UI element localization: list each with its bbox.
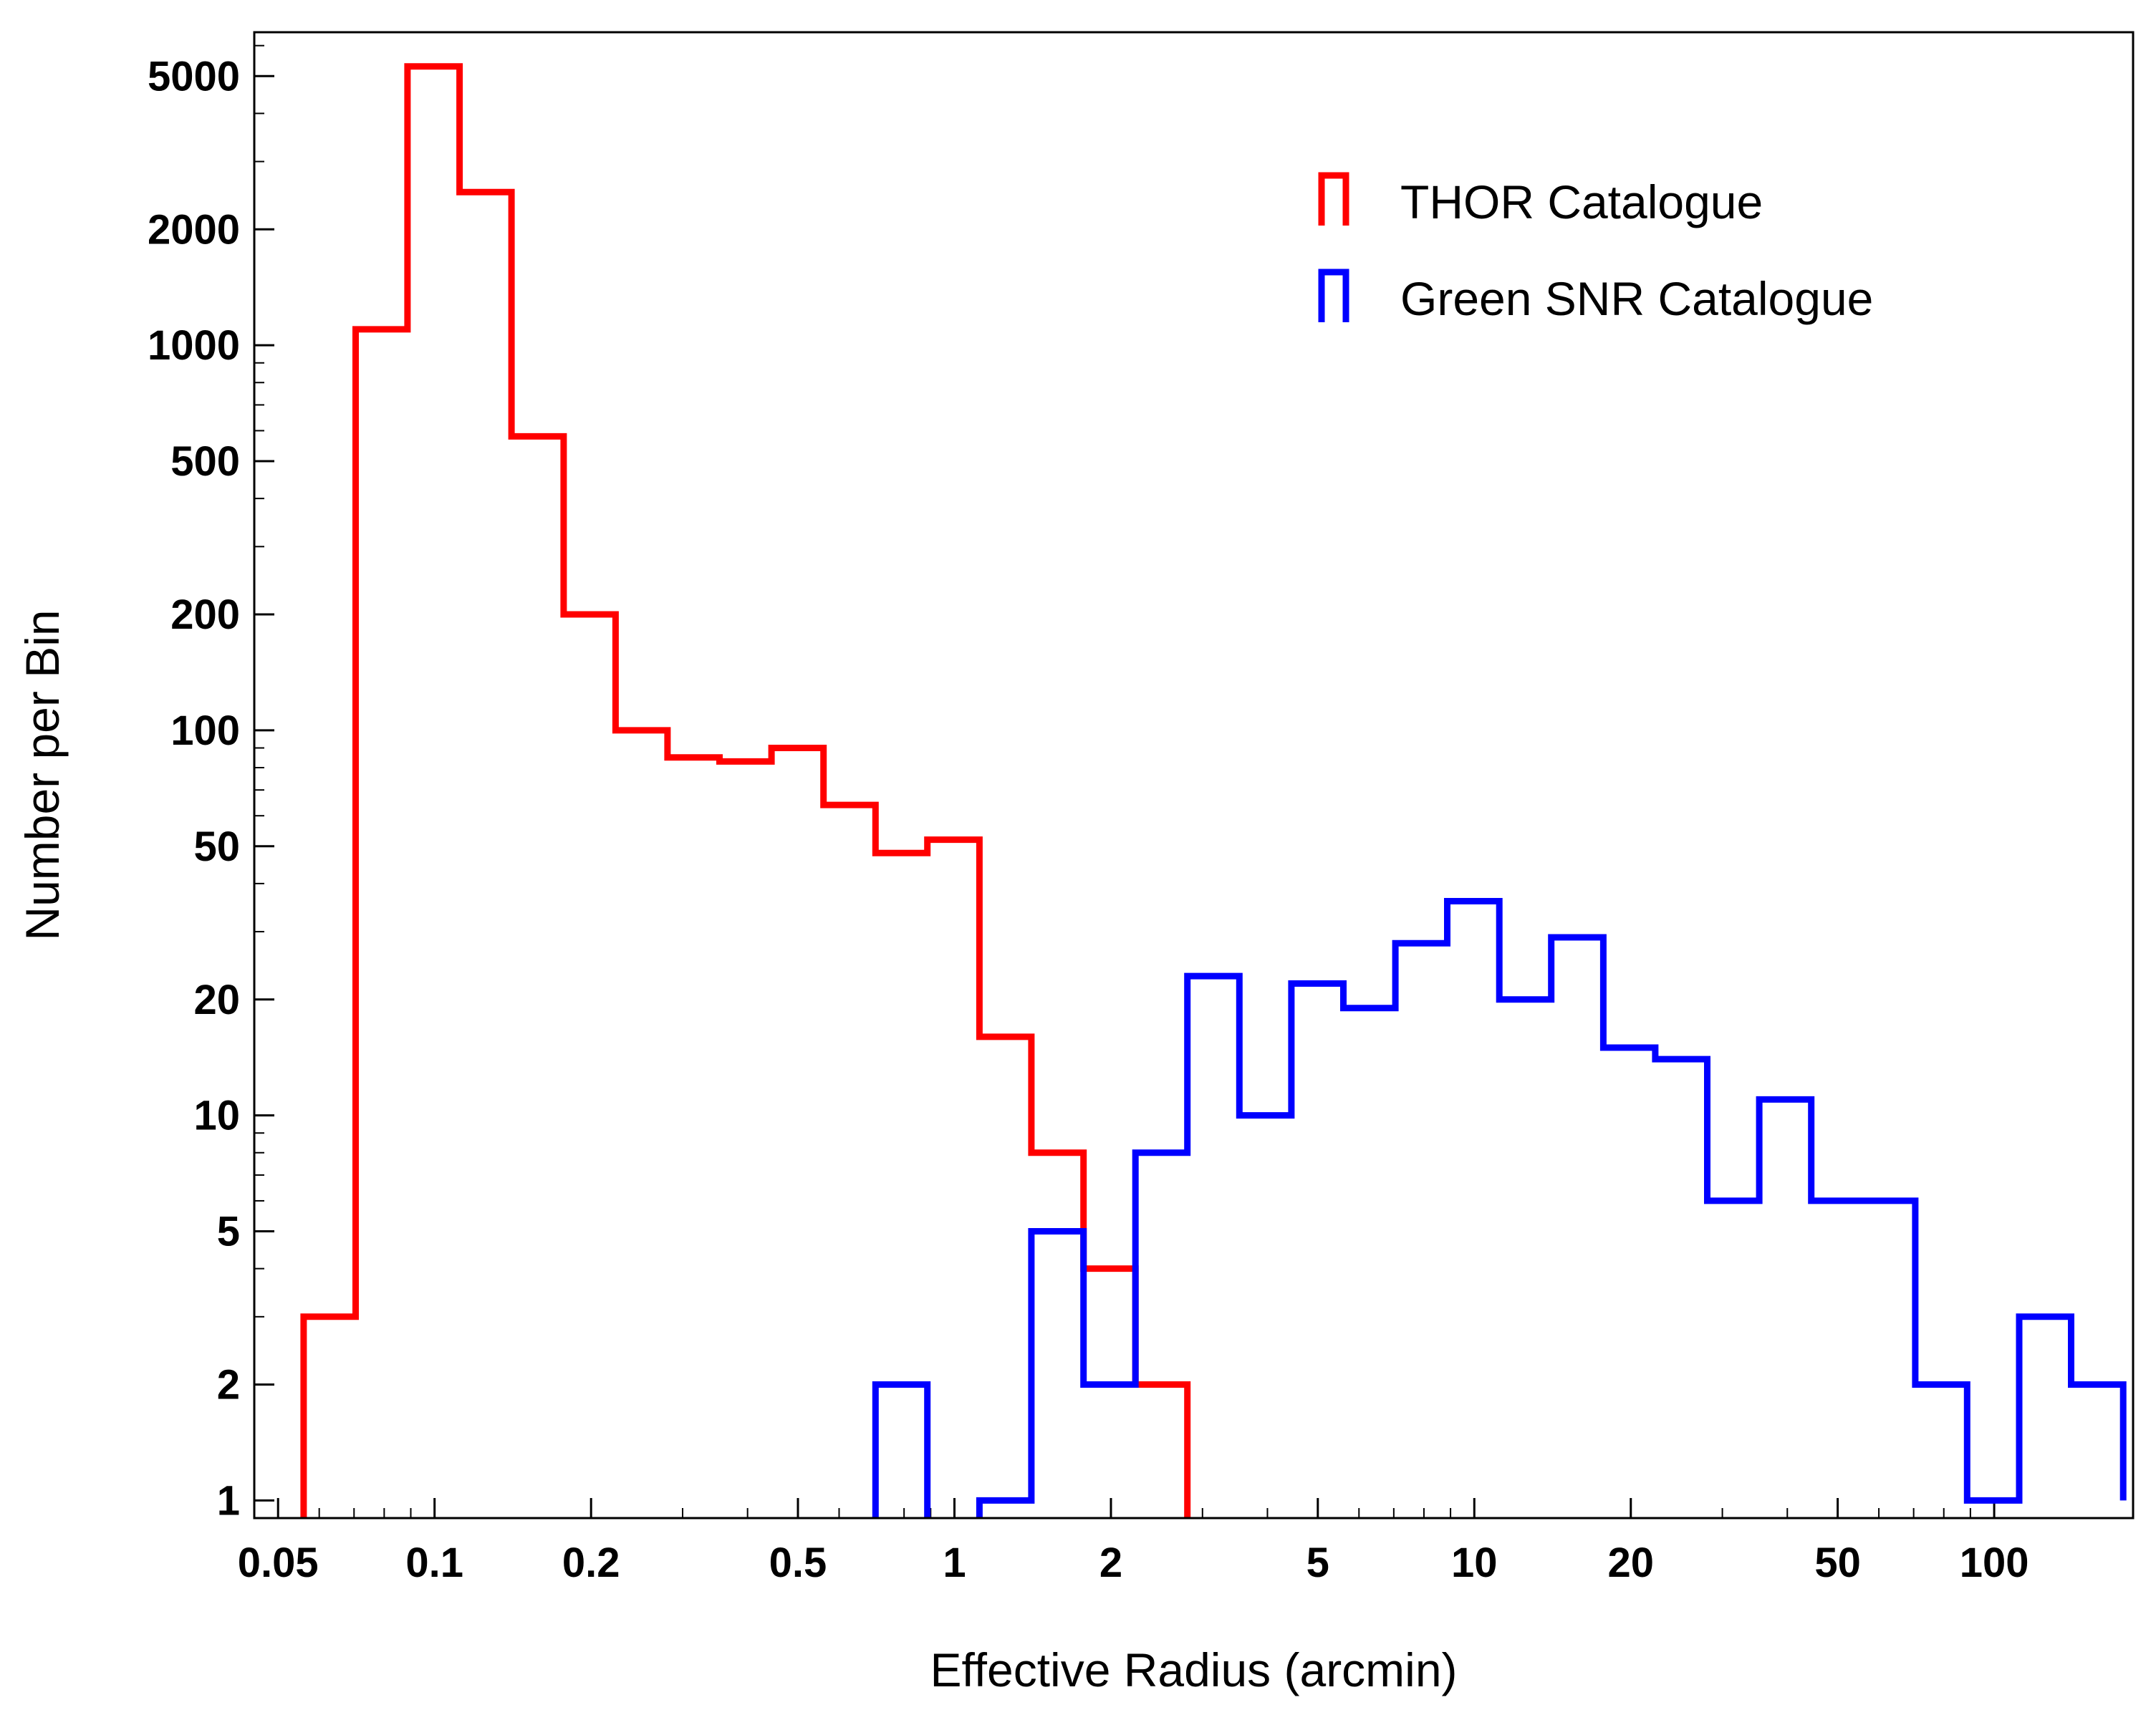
legend-thor-label: THOR Catalogue	[1400, 175, 1763, 228]
y-tick-label: 50	[193, 823, 240, 870]
legend: THOR Catalogue Green SNR Catalogue	[1318, 172, 1873, 325]
y-axis-title: Number per Bin	[16, 609, 69, 940]
y-tick-label: 1	[217, 1477, 240, 1524]
x-tick-label: 2	[1099, 1540, 1122, 1586]
series-green-snr-line	[872, 898, 2127, 1518]
y-tick-label: 200	[170, 591, 240, 638]
y-tick-label: 5000	[148, 53, 240, 100]
y-tick-label: 100	[170, 707, 240, 754]
x-tick-label: 0.05	[238, 1540, 319, 1586]
y-tick-label: 2	[217, 1362, 240, 1409]
legend-green-snr-label: Green SNR Catalogue	[1400, 272, 1873, 325]
y-tick-label: 5	[217, 1209, 240, 1255]
x-tick-label: 100	[1960, 1540, 2029, 1586]
x-tick-label: 5	[1306, 1540, 1329, 1586]
plot-frame	[253, 31, 2135, 1520]
y-tick-label: 1000	[148, 322, 240, 369]
y-tick-label: 500	[170, 438, 240, 485]
x-tick-label: 1	[943, 1540, 966, 1586]
x-tick-label: 0.5	[769, 1540, 827, 1586]
x-tick-label: 0.1	[405, 1540, 463, 1586]
x-tick-label: 20	[1608, 1540, 1655, 1586]
legend-green-snr-icon	[1318, 269, 1349, 322]
legend-thor-icon	[1318, 172, 1349, 226]
series-thor-line	[300, 63, 1191, 1518]
x-tick-label: 50	[1814, 1540, 1861, 1586]
x-axis-title: Effective Radius (arcmin)	[930, 1643, 1457, 1696]
x-tick-label: 10	[1451, 1540, 1498, 1586]
x-tick-label: 0.2	[562, 1540, 620, 1586]
tick-labels: 0.05 0.1 0.2 0.5 1 2 5 10 20 50 100 1 2 5 10 20 50 100 200…	[148, 53, 2029, 1586]
y-tick-label: 10	[193, 1093, 240, 1139]
series-layer	[300, 63, 2127, 1518]
y-tick-label: 2000	[148, 206, 240, 253]
y-tick-label: 20	[193, 977, 240, 1023]
